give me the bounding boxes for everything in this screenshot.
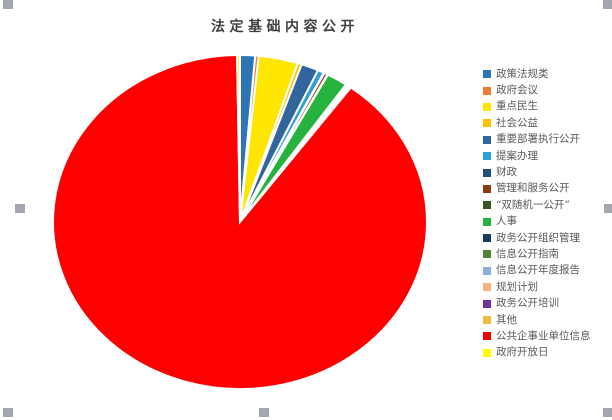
legend-swatch-icon bbox=[483, 152, 491, 161]
selection-handle[interactable] bbox=[15, 204, 25, 213]
legend-item-label: 政务公开培训 bbox=[496, 297, 559, 310]
legend-swatch-icon bbox=[483, 332, 491, 341]
legend-item-label: 公共企事业单位信息 bbox=[496, 329, 591, 342]
legend-swatch-icon bbox=[483, 135, 491, 144]
selection-handle[interactable] bbox=[3, 0, 13, 9]
legend: 政策法规类政府会议重点民生社会公益重要部署执行公开 提案办理财政管理和服务公开 “双… bbox=[483, 66, 611, 361]
legend-item[interactable]: 规划计划 bbox=[483, 279, 611, 295]
selection-handle[interactable] bbox=[3, 408, 13, 417]
legend-item[interactable]: 信息公开指南 bbox=[483, 246, 611, 262]
legend-item[interactable]: 政务公开培训 bbox=[483, 295, 611, 311]
legend-item[interactable]: 政务公开组织管理 bbox=[483, 230, 611, 246]
legend-swatch-icon bbox=[483, 299, 491, 308]
legend-swatch-icon bbox=[483, 201, 491, 210]
legend-item[interactable]: 信息公开年度报告 bbox=[483, 263, 611, 279]
legend-item-label: 管理和服务公开 bbox=[496, 182, 570, 195]
legend-swatch-icon bbox=[483, 266, 491, 275]
legend-item[interactable]: 重要部署执行公开 bbox=[483, 132, 611, 148]
legend-item-label: 其他 bbox=[496, 313, 517, 326]
legend-swatch-icon bbox=[483, 234, 491, 243]
legend-swatch-icon bbox=[483, 250, 491, 259]
legend-item[interactable]: 其他 bbox=[483, 312, 611, 328]
legend-item[interactable]: 管理和服务公开 bbox=[483, 181, 611, 197]
legend-swatch-icon bbox=[483, 102, 491, 111]
legend-item-label: 政策法规类 bbox=[496, 67, 549, 80]
legend-item-label: 重点民生 bbox=[496, 100, 538, 113]
legend-swatch-icon bbox=[483, 316, 491, 325]
legend-item-label: 人事 bbox=[496, 215, 517, 228]
selection-handle[interactable] bbox=[259, 408, 269, 417]
legend-item[interactable]: “双随机一公开” bbox=[483, 197, 611, 213]
legend-item[interactable]: 政府开放日 bbox=[483, 345, 611, 361]
legend-item-label: 政务公开组织管理 bbox=[496, 231, 580, 244]
legend-swatch-icon bbox=[483, 168, 491, 177]
selection-handle[interactable] bbox=[603, 0, 612, 9]
legend-item[interactable]: 公共企事业单位信息 bbox=[483, 328, 611, 344]
legend-swatch-icon bbox=[483, 184, 491, 193]
legend-swatch-icon bbox=[483, 70, 491, 79]
selection-handle[interactable] bbox=[604, 204, 612, 213]
legend-item-label: 政府会议 bbox=[496, 84, 538, 97]
legend-item-label: 政府开放日 bbox=[496, 346, 549, 359]
legend-item[interactable]: 财政 bbox=[483, 164, 611, 180]
legend-item[interactable]: 提案办理 bbox=[483, 148, 611, 164]
legend-item[interactable]: 社会公益 bbox=[483, 115, 611, 131]
legend-item-label: 财政 bbox=[496, 166, 517, 179]
legend-item[interactable]: 重点民生 bbox=[483, 99, 611, 115]
legend-item-label: 信息公开年度报告 bbox=[496, 264, 580, 277]
selection-handle[interactable] bbox=[603, 408, 612, 417]
legend-item-label: 规划计划 bbox=[496, 280, 538, 293]
chart-title: 法定基础内容公开 bbox=[211, 19, 359, 35]
legend-swatch-icon bbox=[483, 86, 491, 95]
legend-item-label: 提案办理 bbox=[496, 149, 538, 162]
legend-swatch-icon bbox=[483, 217, 491, 226]
legend-swatch-icon bbox=[483, 119, 491, 128]
legend-item-label: “双随机一公开” bbox=[496, 198, 570, 211]
legend-item[interactable]: 政策法规类 bbox=[483, 66, 611, 82]
legend-item-label: 信息公开指南 bbox=[496, 247, 559, 260]
legend-item[interactable]: 政府会议 bbox=[483, 82, 611, 98]
legend-swatch-icon bbox=[483, 348, 491, 357]
legend-swatch-icon bbox=[483, 283, 491, 292]
legend-item[interactable]: 人事 bbox=[483, 214, 611, 230]
pie-slice[interactable] bbox=[236, 53, 241, 223]
legend-item-label: 社会公益 bbox=[496, 116, 538, 129]
legend-item-label: 重要部署执行公开 bbox=[496, 133, 580, 146]
